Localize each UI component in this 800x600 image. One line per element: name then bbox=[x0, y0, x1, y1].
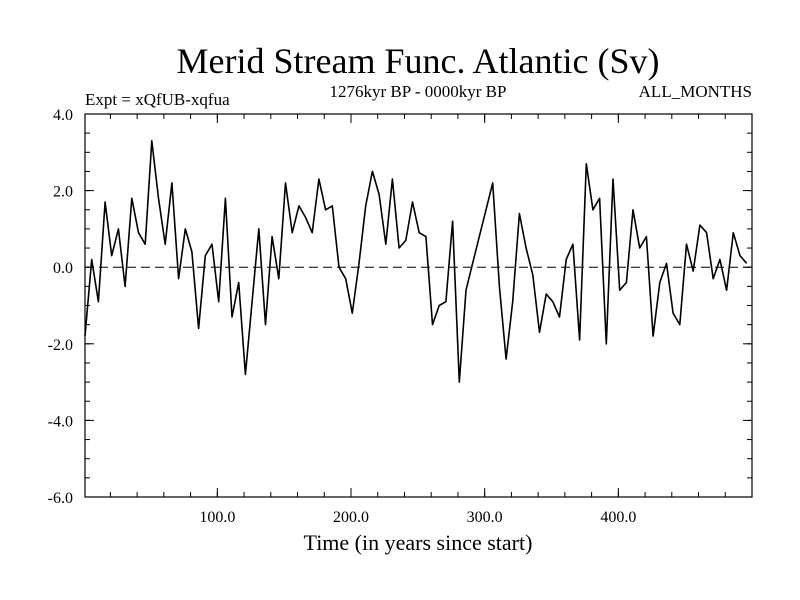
plot-frame bbox=[84, 113, 753, 498]
x-tick-label: 100.0 bbox=[199, 509, 235, 526]
y-tick-label: -6.0 bbox=[48, 490, 73, 507]
period-label: 1276kyr BP - 0000kyr BP bbox=[330, 82, 507, 101]
y-tick-label: 4.0 bbox=[53, 107, 73, 124]
y-tick-label: 2.0 bbox=[53, 184, 73, 201]
x-tick-label: 300.0 bbox=[467, 509, 503, 526]
y-tick-label: -2.0 bbox=[48, 337, 73, 354]
x-tick-label: 400.0 bbox=[600, 509, 636, 526]
y-tick-label: -4.0 bbox=[48, 413, 73, 430]
y-tick-label: 0.0 bbox=[53, 260, 73, 277]
series-line bbox=[84, 140, 748, 383]
chart-title: Merid Stream Func. Atlantic (Sv) bbox=[177, 41, 660, 81]
x-tick-label: 200.0 bbox=[333, 509, 369, 526]
plot-area: -6.0 -4.0 -2.0 0.0 2.0 4.0 100.0 200.0 300.0 400.… bbox=[48, 107, 753, 526]
months-label: ALL_MONTHS bbox=[639, 82, 752, 101]
x-axis-label: Time (in years since start) bbox=[304, 530, 533, 555]
experiment-label: Expt = xQfUB-xqfua bbox=[85, 90, 230, 109]
